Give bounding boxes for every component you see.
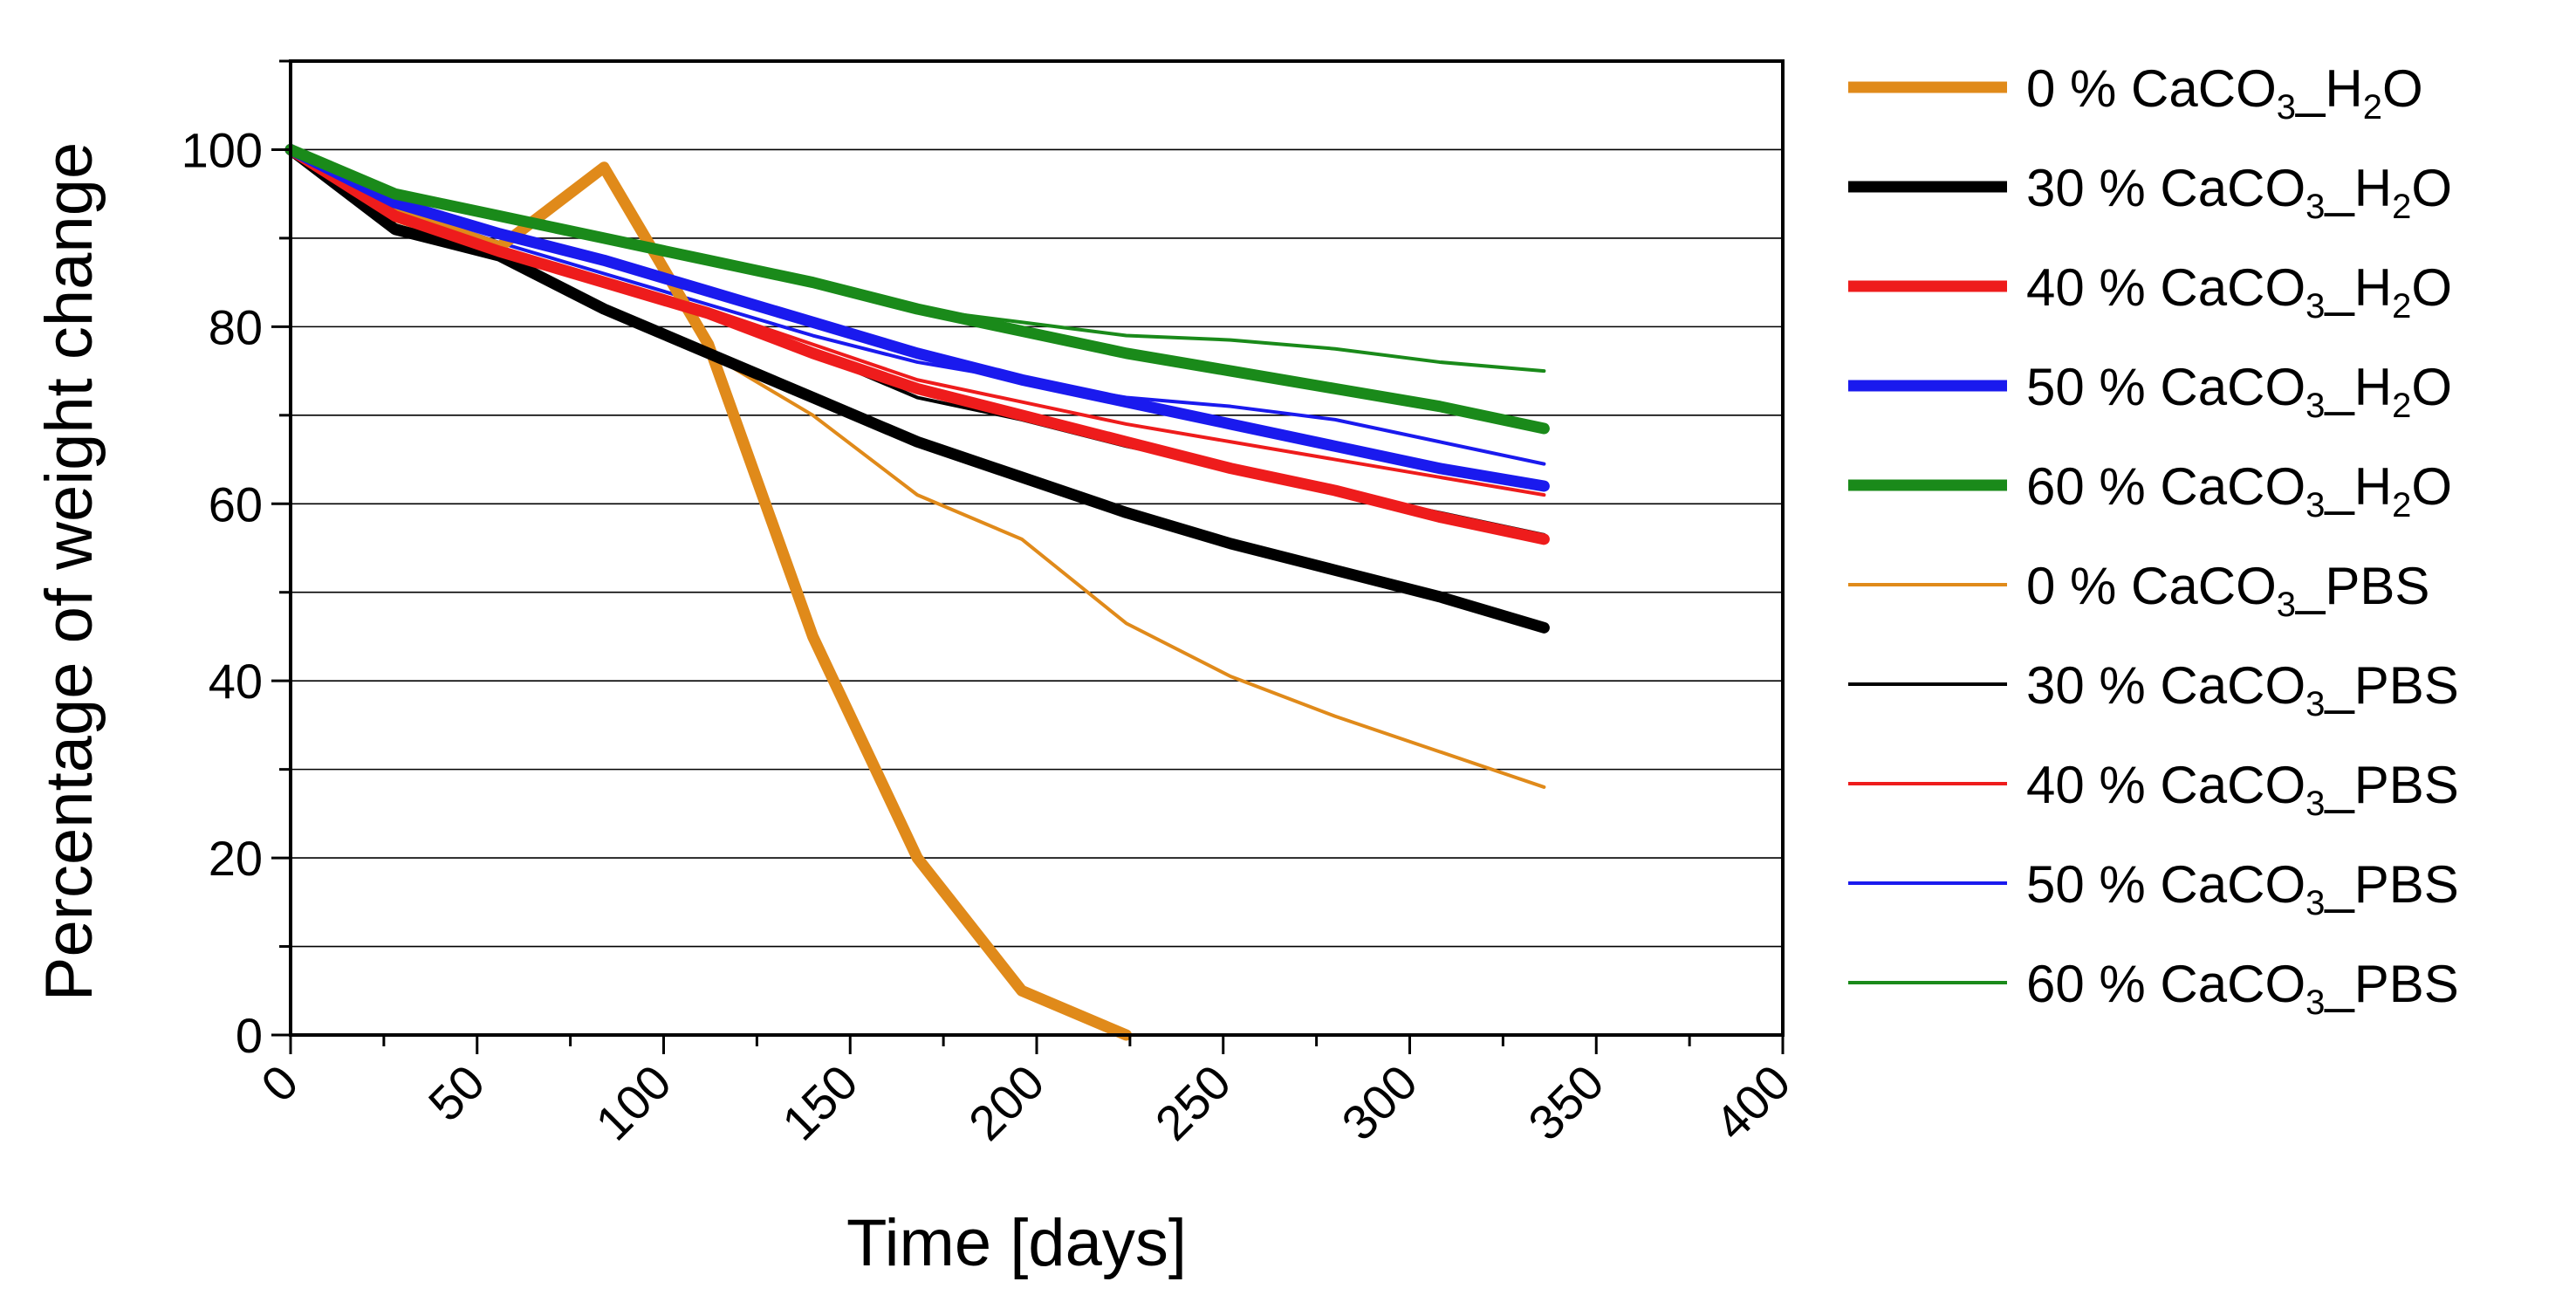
legend-entry: 0 % CaCO3_PBS bbox=[1848, 557, 2429, 624]
series-line-5 bbox=[284, 143, 1550, 435]
y-tick-label: 80 bbox=[209, 299, 263, 354]
legend-label: 40 % CaCO3_PBS bbox=[2026, 756, 2459, 823]
y-tick-label: 20 bbox=[209, 831, 263, 886]
legend-label: 40 % CaCO3_H2O bbox=[2026, 258, 2452, 326]
legend-label: 60 % CaCO3_PBS bbox=[2026, 955, 2459, 1022]
legend-label: 60 % CaCO3_H2O bbox=[2026, 457, 2452, 524]
legend-label: 0 % CaCO3_H2O bbox=[2026, 59, 2423, 127]
legend-label: 30 % CaCO3_PBS bbox=[2026, 656, 2459, 723]
legend-entry: 50 % CaCO3_H2O bbox=[1848, 358, 2452, 425]
legend-label: 0 % CaCO3_PBS bbox=[2026, 557, 2429, 624]
legend-entry: 30 % CaCO3_PBS bbox=[1848, 656, 2459, 723]
y-tick-label: 40 bbox=[209, 654, 263, 709]
y-axis-title: Percentage of weight change bbox=[32, 142, 106, 1001]
y-tick-label: 0 bbox=[236, 1008, 263, 1063]
legend-label: 30 % CaCO3_H2O bbox=[2026, 159, 2452, 226]
x-axis-title: Time [days] bbox=[846, 1206, 1187, 1280]
y-tick-label: 100 bbox=[182, 122, 263, 177]
legend-label: 50 % CaCO3_H2O bbox=[2026, 358, 2452, 425]
legend-entry: 40 % CaCO3_PBS bbox=[1848, 756, 2459, 823]
series-lines bbox=[284, 143, 1550, 1041]
legend-entry: 30 % CaCO3_H2O bbox=[1848, 159, 2452, 226]
legend: 0 % CaCO3_H2O 30 % CaCO3_H2O 40 % CaCO3_H2… bbox=[1848, 59, 2459, 1022]
legend-entry: 60 % CaCO3_H2O bbox=[1848, 457, 2452, 524]
legend-entry: 60 % CaCO3_PBS bbox=[1848, 955, 2459, 1022]
axis-ticks bbox=[271, 59, 1785, 1054]
legend-label: 50 % CaCO3_PBS bbox=[2026, 855, 2459, 922]
y-tick-label: 60 bbox=[209, 476, 263, 531]
series-line-3 bbox=[284, 143, 1550, 545]
legend-entry: 0 % CaCO3_H2O bbox=[1848, 59, 2423, 127]
legend-entry: 50 % CaCO3_PBS bbox=[1848, 855, 2459, 922]
legend-entry: 40 % CaCO3_H2O bbox=[1848, 258, 2452, 326]
y-tick-labels: 0 20 40 60 80 100 bbox=[182, 122, 263, 1063]
series-line-4 bbox=[284, 143, 1550, 492]
